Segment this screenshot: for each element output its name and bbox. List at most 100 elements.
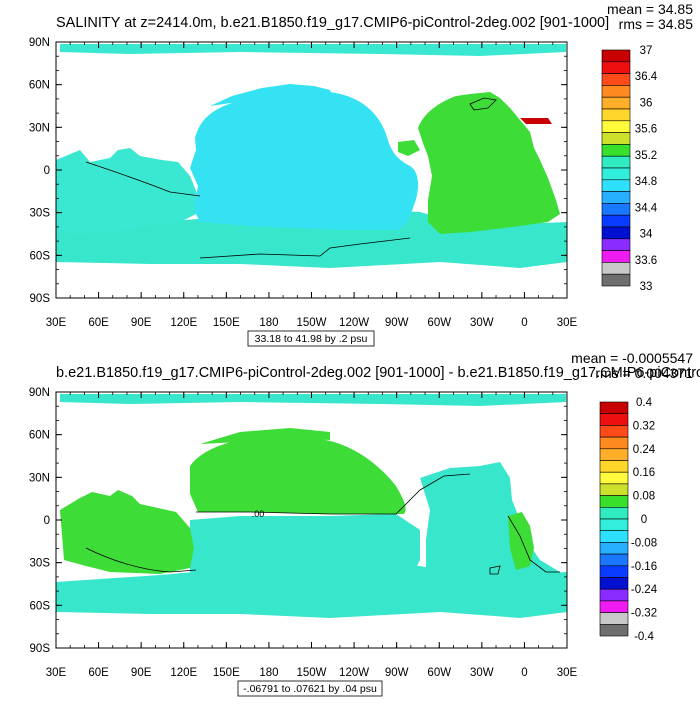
region-south-pacific (190, 514, 420, 582)
x-tick-label: 180 (259, 667, 278, 679)
colorbar-label: 36 (640, 97, 653, 109)
colorbar-swatch (601, 108, 631, 122)
region-pacific-ocean (190, 91, 419, 230)
colorbar-swatch (599, 600, 629, 613)
stat-mean: mean = -0.0005547 (571, 350, 693, 366)
stat-rms: rms = 34.85 (619, 16, 694, 32)
y-tick-label: 60S (30, 250, 51, 262)
colorbar-swatch (601, 191, 631, 204)
y-tick-label: 90N (29, 387, 50, 399)
colorbar-swatch (599, 471, 629, 485)
region-north-pacific (190, 435, 406, 514)
panel-salinity: SALINITY at z=2414.0m, b.e21.B1850.f19_g… (29, 1, 694, 347)
x-tick-label: 90W (385, 667, 409, 679)
colorbar-swatch (601, 273, 631, 287)
x-tick-label: 0 (521, 667, 527, 679)
y-tick-label: 90S (30, 293, 51, 305)
colorbar-swatch (601, 61, 631, 74)
range-label: 33.18 to 41.98 by .2 psu (255, 333, 368, 345)
stat-rms: rms = 0.004371 (595, 365, 693, 381)
colorbar-swatch (601, 73, 631, 86)
x-tick-label: 90W (385, 317, 409, 329)
colorbar-swatch (601, 179, 631, 192)
colorbar-label: 0.32 (633, 420, 655, 432)
x-tick-label: 0 (521, 317, 527, 329)
x-tick-label: 60E (88, 667, 109, 679)
colorbar-label: 33.6 (635, 255, 657, 267)
colorbar-swatch (599, 530, 629, 543)
y-tick-label: 60N (29, 80, 50, 92)
colorbar-label: 0.16 (633, 467, 655, 479)
region-north-pacific-upper (200, 428, 330, 444)
colorbar-swatch (599, 565, 629, 578)
colorbar-swatch (601, 250, 631, 263)
colorbar: 37 36.4 36 35.6 35.2 34.8 34.4 34 33.6 33 (601, 45, 658, 293)
x-tick-label: 30E (46, 317, 67, 329)
y-tick-label: 30S (30, 208, 51, 220)
colorbar-swatch (601, 155, 631, 169)
range-label: -.06791 to .07621 by .04 psu (243, 683, 377, 695)
colorbar-swatch (599, 588, 629, 602)
colorbar-swatch (599, 413, 629, 426)
y-tick-label: 60S (30, 600, 51, 612)
colorbar-label: 37 (640, 45, 653, 57)
colorbar-swatch (599, 401, 629, 414)
region-atlantic-ocean (418, 92, 560, 234)
colorbar: 0.4 0.32 0.24 0.16 0.08 0 -0.08 -0.16 -0.24 -0.32… (599, 397, 658, 643)
colorbar-swatch (599, 483, 629, 496)
colorbar-swatch (601, 238, 631, 251)
colorbar-swatch (599, 553, 629, 567)
colorbar-swatch (599, 495, 629, 508)
contour-label: .00 (252, 509, 265, 519)
x-tick-label: 30W (470, 667, 494, 679)
region-gulf (398, 140, 420, 156)
colorbar-label: -0.32 (631, 608, 657, 620)
colorbar-swatch (599, 436, 629, 450)
contour-line (489, 565, 501, 575)
x-tick-label: 30E (557, 317, 578, 329)
y-tick-label: 0 (44, 515, 50, 527)
y-tick-label: 30S (30, 558, 51, 570)
x-axis: 30E 60E 90E 120E 150E 180 150W 120W 90W 60W 30W 0 30… (46, 42, 578, 329)
colorbar-label: 0.08 (633, 491, 655, 503)
x-tick-label: 30E (557, 667, 578, 679)
contour-line (85, 547, 197, 573)
stat-mean: mean = 34.85 (607, 1, 693, 17)
map-area (56, 42, 567, 298)
x-tick-label: 120E (170, 667, 197, 679)
y-tick-label: 60N (29, 430, 50, 442)
x-axis: 30E 60E 90E 120E 150E 180 150W 120W 90W 60W 30W 0 30… (46, 392, 578, 679)
x-tick-label: 150W (296, 667, 326, 679)
contour-line (196, 473, 471, 515)
colorbar-swatch (599, 623, 629, 637)
colorbar-label: 0.24 (633, 444, 656, 456)
contour-line (469, 97, 497, 111)
colorbar-swatch (601, 214, 631, 228)
colorbar-label: 35.2 (635, 150, 657, 162)
colorbar-swatch (601, 132, 631, 145)
y-tick-label: 0 (44, 165, 50, 177)
x-tick-label: 90E (131, 317, 152, 329)
colorbar-label: 36.4 (635, 71, 658, 83)
colorbar-label: -0.24 (631, 584, 658, 596)
region-indian-ocean (60, 490, 194, 574)
colorbar-label: 33 (640, 281, 653, 293)
x-tick-label: 150E (213, 667, 240, 679)
y-axis: 90N 60N 30N 0 30S 60S 90S (29, 37, 567, 305)
region-mediterranean (520, 118, 552, 124)
colorbar-swatch (601, 85, 631, 98)
x-tick-label: 150W (296, 317, 326, 329)
y-tick-label: 30N (29, 472, 50, 484)
colorbar-swatch (601, 120, 631, 133)
colorbar-label: -0.16 (631, 561, 657, 573)
colorbar-swatch (599, 460, 629, 473)
colorbar-swatch (601, 96, 631, 110)
colorbar-swatch (601, 167, 631, 181)
panel-difference: b.e21.B1850.f19_g17.CMIP6-piControl-2deg… (29, 350, 700, 697)
colorbar-label: 35.6 (635, 124, 657, 136)
y-tick-label: 90N (29, 37, 50, 49)
colorbar-label: 0 (641, 514, 647, 526)
colorbar-swatch (601, 203, 631, 216)
x-tick-label: 180 (259, 317, 278, 329)
